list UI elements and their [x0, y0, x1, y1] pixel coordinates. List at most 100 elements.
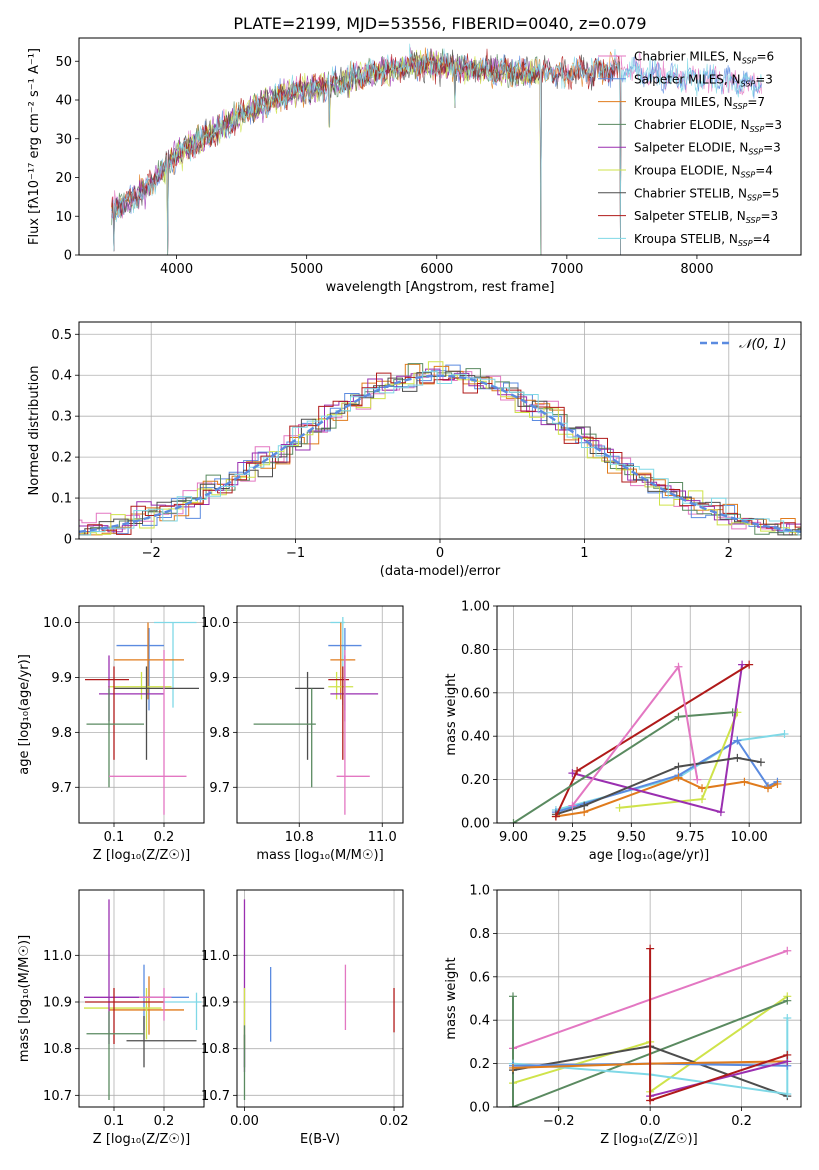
data-point — [580, 801, 589, 810]
y-tick-label: 20 — [55, 171, 72, 186]
plot-area — [111, 43, 762, 255]
data-point — [551, 812, 560, 821]
y-tick-label: 9.9 — [51, 671, 72, 686]
data-point — [783, 996, 792, 1005]
data-point — [698, 795, 707, 804]
x-tick-label: −0.2 — [543, 1114, 575, 1129]
data-point — [780, 730, 789, 739]
y-tick-label: 11.0 — [201, 949, 230, 964]
x-tick-label: 11.0 — [368, 830, 397, 845]
x-tick-label: 2 — [725, 546, 733, 561]
data-point — [509, 819, 518, 823]
y-tick-label: 10.7 — [43, 1089, 72, 1104]
y-tick-label: 10.0 — [43, 616, 72, 631]
data-point — [756, 758, 765, 767]
axes-frame — [78, 37, 802, 256]
plot-area — [253, 616, 379, 815]
data-point — [646, 1096, 655, 1105]
y-tick-label: 1.00 — [461, 600, 490, 615]
y-tick-label: 10.9 — [43, 996, 72, 1011]
x-axis-label: Z [log₁₀(Z/Z☉)] — [93, 1132, 190, 1147]
y-tick-label: 9.8 — [51, 726, 72, 741]
y-tick-label: 0.4 — [469, 1014, 490, 1029]
y-tick-label: 0.40 — [461, 730, 490, 745]
chart-residuals: 𝒩(0, 1) −2 −1 0 1 2 0 0.1 0.2 0.3 0.4 0.5 (data-mode… — [27, 321, 802, 579]
x-tick-label: −1 — [286, 546, 305, 561]
legend-entry: Kroupa MILES, NSSP=7 — [634, 95, 765, 111]
legend-entry: Chabrier MILES, NSSP=6 — [634, 50, 774, 66]
data-point — [764, 784, 773, 793]
chart-mass-Z: 0.1 0.2 10.7 10.8 10.9 11.0 Z [log₁₀(Z/Z☉)] mas… — [17, 889, 205, 1147]
y-axis-label: mass weight — [444, 957, 459, 1039]
data-point — [773, 779, 782, 788]
histogram-step — [79, 371, 801, 536]
figure-title: PLATE=2199, MJD=53556, FIBERID=0040, z=0… — [233, 14, 646, 33]
y-tick-label: 0.5 — [51, 328, 72, 343]
x-tick-label: 0.02 — [380, 1114, 409, 1129]
y-tick-label: 9.8 — [209, 726, 230, 741]
y-tick-label: 50 — [55, 55, 72, 70]
plot-area — [79, 361, 801, 536]
data-point — [674, 662, 683, 671]
legend-entry: Kroupa ELODIE, NSSP=4 — [634, 164, 773, 180]
x-axis-label: age [log₁₀(age/yr)] — [589, 848, 710, 863]
y-tick-label: 0.2 — [469, 1057, 490, 1072]
data-point — [738, 660, 747, 669]
y-tick-label: 0.1 — [51, 492, 72, 507]
y-tick-label: 0.3 — [51, 410, 72, 425]
legend: Chabrier MILES, NSSP=6 Salpeter MILES, NS… — [598, 50, 782, 248]
x-tick-label: 10.8 — [285, 830, 314, 845]
data-point — [783, 1050, 792, 1059]
x-tick-label: 0.1 — [104, 1114, 125, 1129]
data-point — [674, 712, 683, 721]
data-point — [716, 808, 725, 817]
y-tick-label: 10.8 — [201, 1042, 230, 1057]
y-tick-label: 10.8 — [43, 1042, 72, 1057]
x-tick-label: 5000 — [290, 262, 323, 277]
x-tick-label: 9.00 — [499, 830, 528, 845]
chart-age-mass: 10.8 11.0 9.7 9.8 9.9 10.0 mass [log₁₀(M/M☉)] — [201, 605, 404, 863]
x-tick-label: 6000 — [420, 262, 453, 277]
x-tick-label: 9.75 — [676, 830, 705, 845]
spectrum-line — [111, 48, 622, 255]
x-tick-label: 9.50 — [617, 830, 646, 845]
x-tick-label: 0.0 — [640, 1114, 661, 1129]
x-tick-label: 0.1 — [104, 830, 125, 845]
y-tick-label: 0.4 — [51, 369, 72, 384]
data-point — [740, 777, 749, 786]
legend-entry: Kroupa STELIB, NSSP=4 — [634, 232, 770, 248]
axes-frame — [496, 605, 802, 824]
y-tick-label: 30 — [55, 132, 72, 147]
y-tick-label: 0.60 — [461, 686, 490, 701]
data-point — [674, 762, 683, 771]
data-point — [733, 753, 742, 762]
axes-frame — [78, 605, 205, 824]
x-tick-label: 0 — [436, 546, 444, 561]
x-tick-label: −2 — [142, 546, 161, 561]
y-axis-label: Flux [fλ10⁻¹⁷ erg cm⁻² s⁻¹ A⁻¹] — [27, 48, 42, 245]
legend-entry: 𝒩(0, 1) — [739, 337, 786, 352]
chart-weight-age: 9.00 9.25 9.50 9.75 10.00 0.00 0.20 0.40 0.60 0.8… — [444, 600, 802, 863]
legend-entry: Salpeter STELIB, NSSP=3 — [634, 209, 778, 225]
axes-frame — [496, 889, 802, 1108]
data-point — [698, 784, 707, 793]
data-point — [783, 1089, 792, 1098]
data-point — [733, 736, 742, 745]
data-point — [646, 944, 655, 953]
x-tick-label: 0.2 — [154, 830, 175, 845]
chart-weight-Z: −0.2 0.0 0.2 0.0 0.2 0.4 0.6 0.8 1.0 Z [log₁₀(Z/Z… — [444, 884, 802, 1147]
data-point — [509, 1103, 517, 1107]
legend-entry: Chabrier STELIB, NSSP=5 — [634, 186, 779, 202]
data-point — [783, 1014, 792, 1023]
y-tick-label: 0.00 — [461, 817, 490, 832]
data-point — [674, 773, 683, 782]
x-tick-label: 0.00 — [230, 1114, 259, 1129]
normal-curve — [79, 374, 801, 533]
series-line — [512, 996, 788, 1107]
y-tick-label: 0.8 — [469, 927, 490, 942]
x-axis-label: (data-model)/error — [380, 564, 501, 579]
y-tick-label: 40 — [55, 94, 72, 109]
data-point — [728, 708, 737, 717]
y-tick-label: 10.9 — [201, 996, 230, 1011]
spectrum-line — [111, 48, 622, 255]
